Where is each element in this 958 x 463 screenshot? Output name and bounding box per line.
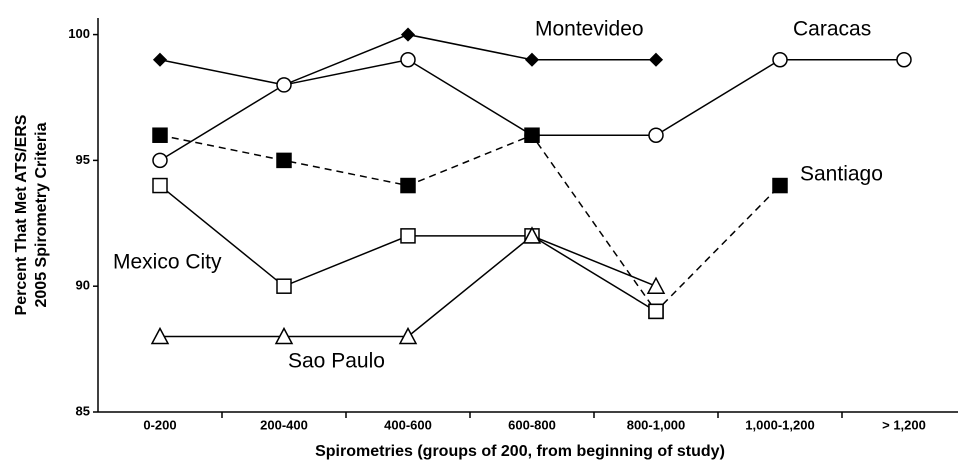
point — [896, 51, 912, 68]
x-tick-label: 1,000-1,200 — [745, 417, 814, 432]
series-label: Sao Paulo — [288, 350, 385, 373]
point — [152, 177, 168, 194]
point — [772, 177, 788, 194]
y-tick-label: 100 — [68, 26, 90, 41]
point — [400, 177, 416, 194]
point — [524, 127, 540, 143]
y-tick-label: 85 — [76, 403, 90, 418]
series — [150, 226, 666, 345]
point — [648, 52, 664, 67]
series-label: Caracas — [793, 18, 871, 41]
point — [646, 276, 666, 294]
point — [400, 27, 416, 42]
point — [398, 326, 418, 345]
series-label: Mexico City — [113, 251, 222, 274]
point — [522, 226, 542, 244]
point — [400, 51, 416, 68]
y-axis-title-line: Percent That Met ATS/ERS — [13, 114, 30, 315]
point — [276, 77, 292, 93]
point — [152, 52, 168, 67]
series-line — [159, 58, 904, 162]
point — [150, 326, 170, 345]
point — [400, 228, 416, 244]
point — [648, 303, 664, 320]
y-tick-label: 90 — [76, 278, 90, 293]
series-label: Santiago — [800, 163, 883, 186]
series-line — [159, 134, 781, 313]
x-tick-label: 800-1,000 — [627, 417, 686, 432]
point — [152, 127, 168, 143]
point — [772, 51, 788, 68]
series-label: Montevideo — [535, 18, 644, 41]
series-line — [160, 235, 657, 338]
y-axis-title-line: 2005 Spirometry Criteria — [33, 122, 50, 307]
point — [152, 152, 168, 169]
point — [648, 127, 664, 143]
series — [152, 177, 664, 320]
point — [276, 152, 292, 169]
series — [152, 51, 912, 169]
point — [276, 278, 292, 294]
series — [152, 127, 788, 320]
point — [274, 326, 294, 345]
x-tick-label: > 1,200 — [882, 417, 926, 432]
x-tick-label: 200-400 — [260, 417, 308, 432]
point — [524, 52, 540, 67]
y-axis-title: Percent That Met ATS/ERS 2005 Spirometry… — [13, 114, 50, 315]
x-tick-label: 600-800 — [508, 417, 556, 432]
series — [152, 27, 664, 92]
x-axis-title: Spirometries (groups of 200, from beginn… — [315, 443, 725, 460]
x-tick-label: 0-200 — [143, 417, 176, 432]
y-tick-label: 95 — [76, 152, 90, 167]
x-tick-label: 400-600 — [384, 417, 432, 432]
